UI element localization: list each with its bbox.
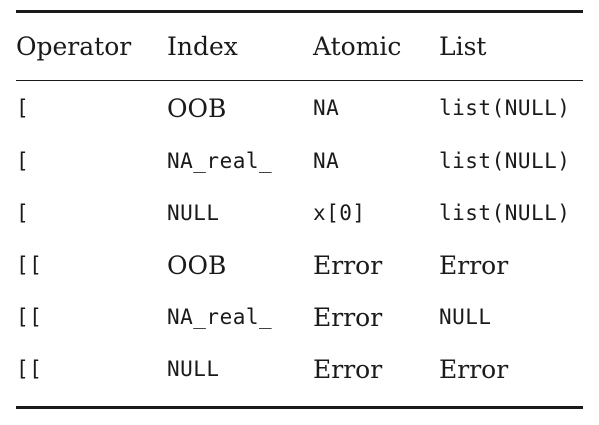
cell-operator: [ [16,149,30,173]
cell-index: NULL [167,201,220,225]
cell-list: Error [439,354,509,384]
table-body: [ OOB NA list(NULL) [ NA_real_ NA list(NULL) [ NU… [16,81,583,395]
header-operator: Operator [16,32,132,61]
cell-operator: [[ [16,357,43,381]
table-top-rule [16,10,583,13]
table-header-rule [16,80,583,81]
table-bottom-rule [16,406,583,409]
subsetting-table: Operator Index Atomic List [ OOB NA list(NU… [16,10,583,409]
table-row: [[ OOB Error Error [16,239,583,291]
cell-operator: [[ [16,305,43,329]
table-row: [ NA_real_ NA list(NULL) [16,135,583,187]
table-row: [[ NULL Error Error [16,343,583,395]
cell-atomic: Error [313,354,383,384]
cell-atomic: Error [313,302,383,332]
cell-operator: [[ [16,253,43,277]
cell-list: list(NULL) [439,149,571,173]
cell-index: NULL [167,357,220,381]
cell-atomic: x[0] [313,201,366,225]
table: Operator Index Atomic List [16,13,583,80]
table-header-row: Operator Index Atomic List [16,13,583,80]
cell-index: NA_real_ [167,149,273,173]
cell-index: OOB [167,250,227,280]
cell-operator: [ [16,201,30,225]
cell-list: Error [439,250,509,280]
table-row: [ NULL x[0] list(NULL) [16,187,583,239]
cell-index: OOB [167,93,227,123]
table-row: [ OOB NA list(NULL) [16,81,583,135]
cell-index: NA_real_ [167,305,273,329]
cell-list: NULL [439,305,492,329]
cell-list: list(NULL) [439,96,571,120]
table-row: [[ NA_real_ Error NULL [16,291,583,343]
cell-atomic: NA [313,96,340,120]
header-list: List [439,32,487,61]
header-index: Index [167,32,238,61]
cell-list: list(NULL) [439,201,571,225]
cell-atomic: Error [313,250,383,280]
header-atomic: Atomic [313,32,402,61]
cell-operator: [ [16,96,30,120]
cell-atomic: NA [313,149,340,173]
